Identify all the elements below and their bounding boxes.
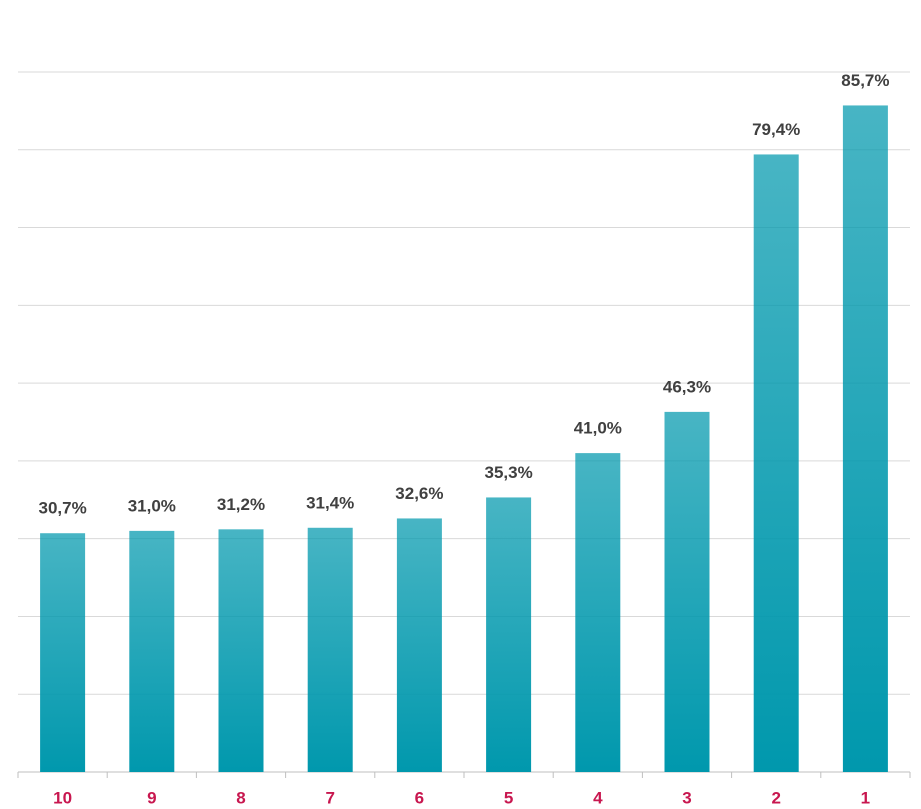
x-tick-label: 2 bbox=[771, 788, 780, 807]
x-tick-label: 8 bbox=[236, 788, 245, 807]
x-tick-label: 9 bbox=[147, 788, 156, 807]
x-tick-label: 1 bbox=[861, 788, 870, 807]
value-label: 30,7% bbox=[38, 499, 86, 518]
bar bbox=[218, 529, 264, 772]
bar bbox=[396, 518, 442, 772]
bar bbox=[842, 105, 888, 772]
bar bbox=[129, 530, 175, 772]
bar bbox=[753, 154, 799, 772]
x-tick-label: 7 bbox=[325, 788, 334, 807]
x-tick-label: 5 bbox=[504, 788, 513, 807]
value-label: 79,4% bbox=[752, 120, 800, 139]
value-label: 85,7% bbox=[841, 71, 889, 90]
bar bbox=[40, 533, 86, 772]
value-label: 31,2% bbox=[217, 495, 265, 514]
x-tick-label: 4 bbox=[593, 788, 603, 807]
x-tick-label: 10 bbox=[53, 788, 72, 807]
bar bbox=[307, 527, 353, 772]
value-label: 35,3% bbox=[484, 463, 532, 482]
x-tick-label: 6 bbox=[415, 788, 424, 807]
value-label: 31,4% bbox=[306, 493, 354, 512]
value-label: 32,6% bbox=[395, 484, 443, 503]
x-tick-label: 3 bbox=[682, 788, 691, 807]
value-label: 41,0% bbox=[574, 419, 622, 438]
bar bbox=[664, 411, 710, 772]
bar bbox=[575, 453, 621, 772]
value-label: 46,3% bbox=[663, 377, 711, 396]
value-label: 31,0% bbox=[128, 496, 176, 515]
bar bbox=[486, 497, 532, 772]
